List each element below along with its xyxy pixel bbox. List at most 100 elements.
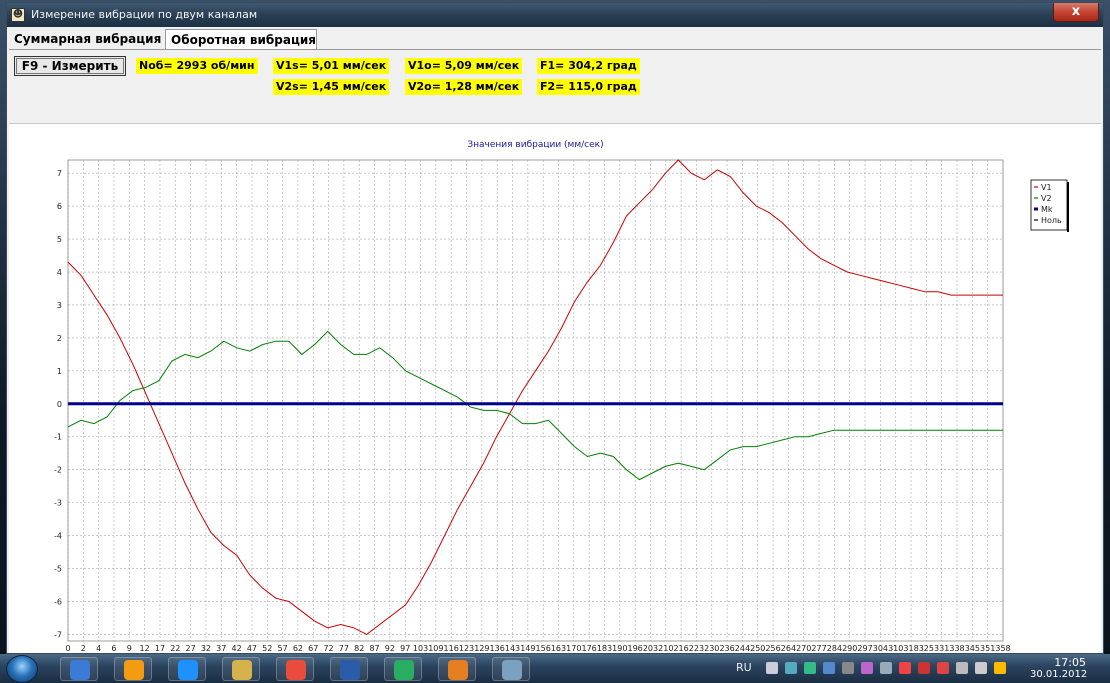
x-tick-label: 183 bbox=[597, 644, 612, 653]
series-line-v1 bbox=[67, 159, 1003, 635]
f1-value: F1= 304,2 град bbox=[537, 58, 640, 74]
x-tick-label: 196 bbox=[627, 644, 642, 653]
tray-icon[interactable] bbox=[918, 662, 930, 674]
x-tick-label: 277 bbox=[811, 644, 826, 653]
x-tick-label: 256 bbox=[765, 644, 780, 653]
x-tick-label: 42 bbox=[232, 644, 242, 653]
taskbar-app-icon[interactable] bbox=[438, 657, 476, 681]
taskbar-app-icon[interactable] bbox=[492, 657, 530, 681]
x-tick-label: 27 bbox=[186, 644, 196, 653]
x-tick-label: 290 bbox=[842, 644, 857, 653]
x-tick-label: 6 bbox=[111, 644, 116, 653]
x-tick-label: 338 bbox=[949, 644, 964, 653]
close-button[interactable]: x bbox=[1053, 3, 1099, 22]
v2s-value: V2s= 1,45 мм/сек bbox=[273, 79, 390, 95]
v2o-value: V2o= 1,28 мм/сек bbox=[405, 79, 523, 95]
tab-summary-vibration[interactable]: Суммарная вибрация bbox=[9, 29, 165, 50]
taskbar-app-icon[interactable] bbox=[114, 657, 152, 681]
y-tick-label: -3 bbox=[54, 499, 62, 508]
x-tick-label: 156 bbox=[536, 644, 551, 653]
x-tick-label: 345 bbox=[965, 644, 980, 653]
start-button[interactable] bbox=[6, 655, 38, 683]
x-tick-label: 62 bbox=[293, 644, 303, 653]
x-tick-label: 0 bbox=[65, 644, 70, 653]
x-tick-label: 129 bbox=[474, 644, 489, 653]
x-tick-label: 92 bbox=[385, 644, 395, 653]
x-tick-label: 136 bbox=[490, 644, 505, 653]
tray-icon[interactable] bbox=[861, 662, 873, 674]
x-tick-label: 47 bbox=[247, 644, 257, 653]
y-tick-label: 3 bbox=[57, 301, 62, 310]
legend-label: Mk bbox=[1041, 205, 1053, 214]
x-tick-label: 103 bbox=[413, 644, 428, 653]
tray-icon[interactable] bbox=[994, 662, 1006, 674]
taskbar-app-icon[interactable] bbox=[384, 657, 422, 681]
x-tick-label: 331 bbox=[934, 644, 949, 653]
app-glyph-icon bbox=[232, 660, 252, 680]
tab-rotational-vibration[interactable]: Оборотная вибрация bbox=[165, 29, 317, 50]
title-bar[interactable]: ☻ Измерение вибрации по двум каналам x bbox=[7, 3, 1103, 27]
y-tick-label: 2 bbox=[57, 334, 62, 343]
y-tick-label: -7 bbox=[54, 630, 62, 639]
taskbar-app-icon[interactable] bbox=[222, 657, 260, 681]
tray-icon[interactable] bbox=[766, 662, 778, 674]
tray-icon[interactable] bbox=[842, 662, 854, 674]
client-area: Суммарная вибрация Оборотная вибрация F9… bbox=[7, 27, 1103, 653]
y-tick-label: -6 bbox=[54, 597, 62, 606]
x-tick-label: 163 bbox=[551, 644, 566, 653]
app-glyph-icon bbox=[394, 660, 414, 680]
f2-value: F2= 115,0 град bbox=[537, 79, 640, 95]
x-tick-label: 325 bbox=[919, 644, 934, 653]
x-tick-label: 358 bbox=[995, 644, 1010, 653]
app-glyph-icon bbox=[70, 660, 90, 680]
tray-icon[interactable] bbox=[785, 662, 797, 674]
clock-date[interactable]: 30.01.2012 bbox=[1030, 669, 1088, 680]
x-tick-label: 97 bbox=[400, 644, 410, 653]
x-tick-label: 270 bbox=[796, 644, 811, 653]
taskbar-app-icon[interactable] bbox=[276, 657, 314, 681]
vibration-chart-area: Значения вибрации (мм/сек) 7 6 5 4 3 2 1 0 -1 -2 -3… bbox=[9, 123, 1101, 653]
y-tick-label: 6 bbox=[57, 202, 62, 211]
taskbar-app-icon[interactable] bbox=[168, 657, 206, 681]
tray-icon[interactable] bbox=[975, 662, 987, 674]
x-tick-label: 351 bbox=[980, 644, 995, 653]
x-tick-label: 116 bbox=[444, 644, 459, 653]
legend-label: V1 bbox=[1041, 183, 1052, 192]
tray-icon[interactable] bbox=[899, 662, 911, 674]
y-tick-label: -4 bbox=[54, 532, 62, 541]
y-tick-label: -1 bbox=[54, 433, 62, 442]
x-tick-label: 250 bbox=[750, 644, 765, 653]
language-indicator[interactable]: RU bbox=[736, 661, 752, 674]
clock-time[interactable]: 17:05 bbox=[1054, 656, 1086, 669]
x-tick-label: 170 bbox=[566, 644, 581, 653]
tray-icon[interactable] bbox=[880, 662, 892, 674]
x-tick-label: 304 bbox=[873, 644, 888, 653]
x-tick-label: 57 bbox=[277, 644, 287, 653]
legend-label: Ноль bbox=[1041, 216, 1062, 225]
tray-icon[interactable] bbox=[956, 662, 968, 674]
series-line-v2 bbox=[67, 330, 1003, 481]
x-tick-label: 236 bbox=[719, 644, 734, 653]
y-tick-label: 1 bbox=[57, 367, 62, 376]
x-tick-label: 9 bbox=[127, 644, 132, 653]
taskbar-app-icon[interactable] bbox=[330, 657, 368, 681]
window-title: Измерение вибрации по двум каналам bbox=[31, 8, 258, 21]
tray-icon[interactable] bbox=[937, 662, 949, 674]
x-tick-label: 72 bbox=[323, 644, 333, 653]
app-glyph-icon bbox=[448, 660, 468, 680]
measure-button[interactable]: F9 - Измерить bbox=[14, 56, 126, 76]
x-tick-label: 264 bbox=[781, 644, 796, 653]
y-tick-label: 4 bbox=[57, 268, 62, 277]
tray-icon[interactable] bbox=[823, 662, 835, 674]
y-tick-label: -5 bbox=[54, 565, 62, 574]
app-window: ☻ Измерение вибрации по двум каналам x С… bbox=[6, 2, 1104, 654]
x-tick-label: 318 bbox=[903, 644, 918, 653]
x-tick-label: 37 bbox=[216, 644, 226, 653]
x-tick-label: 109 bbox=[428, 644, 443, 653]
x-tick-label: 244 bbox=[735, 644, 750, 653]
tray-icon[interactable] bbox=[804, 662, 816, 674]
x-tick-label: 143 bbox=[505, 644, 520, 653]
v1s-value: V1s= 5,01 мм/сек bbox=[273, 58, 390, 74]
x-tick-label: 297 bbox=[857, 644, 872, 653]
taskbar-app-icon[interactable] bbox=[60, 657, 98, 681]
